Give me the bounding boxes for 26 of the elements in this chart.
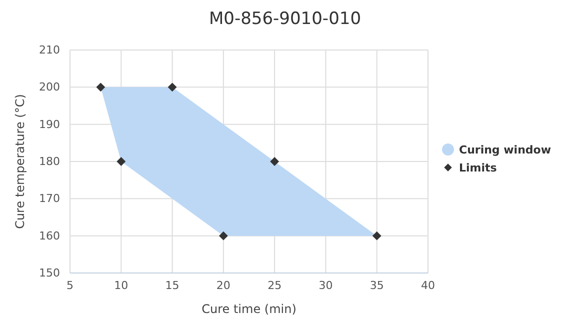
x-axis-title: Cure time (min) bbox=[202, 302, 296, 316]
y-tick-label: 210 bbox=[39, 44, 60, 57]
y-tick-label: 170 bbox=[39, 192, 60, 206]
x-tick-label: 20 bbox=[216, 278, 230, 292]
x-tick-label: 35 bbox=[370, 278, 384, 292]
y-tick-label: 190 bbox=[39, 118, 60, 131]
x-tick-label: 25 bbox=[268, 278, 282, 292]
y-tick-label: 180 bbox=[39, 155, 60, 168]
point bbox=[372, 231, 382, 240]
x-tick-label: 5 bbox=[66, 278, 74, 292]
point bbox=[96, 82, 106, 92]
point bbox=[270, 157, 280, 166]
point bbox=[116, 157, 126, 166]
legend-label: Curing window bbox=[459, 144, 551, 156]
x-tick-label: 40 bbox=[421, 278, 435, 292]
x-tick-label: 10 bbox=[114, 278, 128, 292]
y-tick-label: 160 bbox=[39, 229, 60, 242]
x-tick-label: 15 bbox=[165, 278, 180, 292]
point bbox=[168, 82, 177, 92]
legend-label: Limits bbox=[459, 162, 498, 174]
y-tick-label: 150 bbox=[39, 266, 60, 280]
x-tick-label: 30 bbox=[318, 278, 333, 292]
y-tick-label: 200 bbox=[39, 80, 60, 94]
point bbox=[218, 231, 228, 240]
y-axis-title: Cure temperature (°C) bbox=[13, 94, 27, 229]
chart-title: M0-856-9010-010 bbox=[208, 9, 362, 29]
